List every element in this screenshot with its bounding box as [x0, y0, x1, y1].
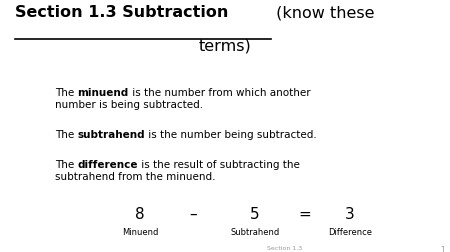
Text: Minuend: Minuend [122, 227, 158, 236]
Text: number is being subtracted.: number is being subtracted. [55, 99, 203, 109]
Text: is the number from which another: is the number from which another [129, 88, 310, 98]
Text: =: = [299, 206, 311, 221]
Text: is the number being subtracted.: is the number being subtracted. [145, 130, 317, 139]
Text: minuend: minuend [77, 88, 129, 98]
Text: Section 1.3: Section 1.3 [267, 245, 302, 250]
Text: 8: 8 [135, 206, 145, 221]
Text: is the result of subtracting the: is the result of subtracting the [138, 159, 300, 169]
Text: Section 1.3 Subtraction: Section 1.3 Subtraction [15, 5, 228, 20]
Text: 5: 5 [250, 206, 260, 221]
Text: subtrahend from the minuend.: subtrahend from the minuend. [55, 171, 216, 181]
Text: The: The [55, 130, 77, 139]
Text: Difference: Difference [328, 227, 372, 236]
Text: –: – [189, 206, 197, 221]
Text: terms): terms) [198, 38, 252, 53]
Text: subtrahend: subtrahend [77, 130, 145, 139]
Text: The: The [55, 88, 77, 98]
Text: Subtrahend: Subtrahend [230, 227, 279, 236]
Text: (know these: (know these [271, 5, 374, 20]
Text: 3: 3 [345, 206, 355, 221]
Text: 1: 1 [441, 245, 446, 252]
Text: The: The [55, 159, 77, 169]
Text: difference: difference [77, 159, 138, 169]
